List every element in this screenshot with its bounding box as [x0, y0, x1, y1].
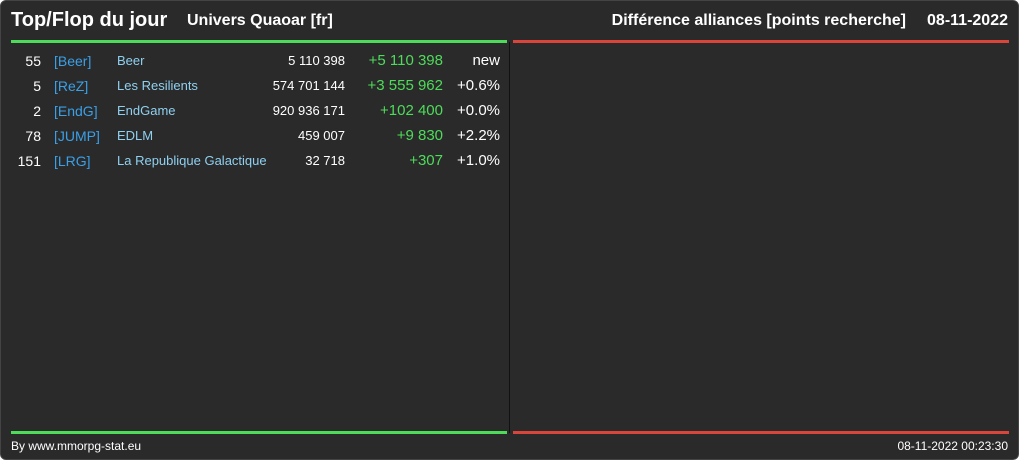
- percent: new: [472, 52, 500, 69]
- alliance-name: Beer: [117, 53, 145, 68]
- points: 920 936 171: [272, 103, 345, 118]
- footer-left: By www.mmorpg-stat.eu: [11, 439, 142, 453]
- alliance-name: Les Resilients: [117, 78, 198, 93]
- rank: 2: [33, 103, 41, 119]
- alliance-name: La Republique Galactique: [117, 153, 267, 168]
- title: Top/Flop du jour: [11, 9, 168, 31]
- tag: [JUMP]: [54, 128, 100, 144]
- date: 08-11-2022: [927, 12, 1008, 29]
- points: 459 007: [298, 128, 345, 143]
- alliance-name: EDLM: [117, 128, 154, 143]
- tag: [LRG]: [54, 153, 91, 169]
- difference: +9 830: [396, 127, 443, 144]
- difference: +5 110 398: [368, 52, 443, 69]
- percent: +2.2%: [457, 127, 500, 144]
- rank: 55: [25, 53, 41, 69]
- right-title: Différence alliances [points recherche]: [611, 12, 906, 29]
- divider: [509, 42, 510, 433]
- green-line: [11, 431, 507, 434]
- rank: 78: [25, 128, 41, 144]
- difference: +3 555 962: [367, 77, 444, 94]
- tag: [EndG]: [54, 103, 98, 119]
- points: 5 110 398: [288, 53, 345, 68]
- rank: 151: [17, 153, 41, 169]
- percent: +0.0%: [457, 102, 500, 119]
- difference: +307: [409, 152, 443, 169]
- difference: +102 400: [380, 102, 443, 119]
- green-line: [11, 40, 507, 43]
- points: 32 718: [305, 153, 345, 168]
- tag: [ReZ]: [54, 78, 89, 94]
- red-line: [513, 431, 1009, 434]
- percent: +1.0%: [457, 152, 500, 169]
- subtitle: Univers Quaoar [fr]: [187, 12, 333, 29]
- footer-right: 08-11-2022 00:23:30: [897, 439, 1008, 453]
- percent: +0.6%: [457, 77, 500, 94]
- rank: 5: [33, 78, 41, 94]
- red-line: [513, 40, 1009, 43]
- alliance-name: EndGame: [117, 103, 176, 118]
- points: 574 701 144: [272, 78, 345, 93]
- tag: [Beer]: [54, 53, 92, 69]
